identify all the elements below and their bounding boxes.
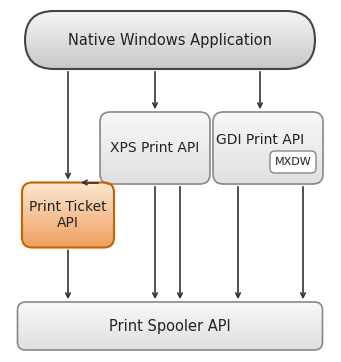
Text: Native Windows Application: Native Windows Application [68, 33, 272, 47]
FancyBboxPatch shape [17, 302, 323, 350]
Text: Print Ticket
API: Print Ticket API [29, 200, 107, 230]
FancyBboxPatch shape [25, 11, 315, 69]
Text: MXDW: MXDW [275, 157, 311, 167]
Text: XPS Print API: XPS Print API [110, 141, 199, 155]
Text: Print Spooler API: Print Spooler API [109, 319, 231, 333]
FancyBboxPatch shape [213, 112, 323, 184]
FancyBboxPatch shape [100, 112, 210, 184]
FancyBboxPatch shape [270, 151, 316, 173]
Text: GDI Print API: GDI Print API [216, 133, 304, 147]
FancyBboxPatch shape [22, 182, 114, 248]
